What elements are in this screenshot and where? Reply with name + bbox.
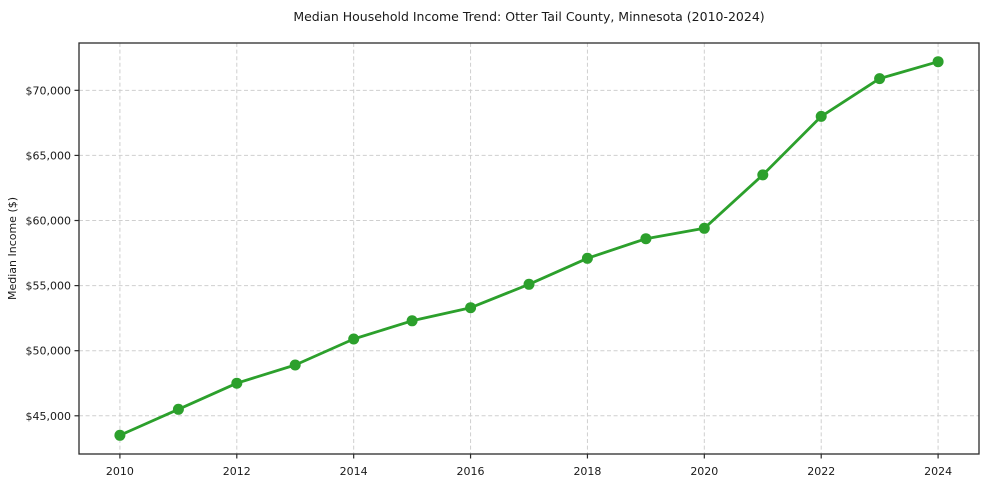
chart-title: Median Household Income Trend: Otter Tai…	[293, 9, 764, 24]
plot-border	[78, 42, 980, 455]
data-point-marker	[465, 302, 477, 314]
data-point-marker	[581, 252, 593, 264]
y-tick-label: $45,000	[26, 410, 72, 423]
tick-labels-layer: $45,000 $50,000 $55,000 $60,000 $65,000 $70,0…	[26, 84, 953, 478]
data-point-marker	[815, 110, 827, 122]
x-tick-label: 2014	[340, 465, 368, 478]
tick-marks-layer	[74, 89, 939, 459]
y-tick-label: $50,000	[26, 345, 72, 358]
y-tick-label: $70,000	[26, 84, 72, 97]
x-tick-label: 2010	[106, 465, 134, 478]
data-point-marker	[172, 403, 184, 415]
x-tick-label: 2018	[573, 465, 601, 478]
data-point-marker	[406, 315, 418, 327]
x-tick-label: 2012	[223, 465, 251, 478]
x-tick-label: 2020	[690, 465, 718, 478]
data-point-marker	[874, 73, 886, 85]
data-point-marker	[348, 333, 360, 345]
data-point-marker	[114, 429, 126, 441]
y-axis-label: Median Income ($)	[6, 197, 19, 300]
data-point-marker	[932, 56, 944, 68]
data-point-marker	[640, 233, 652, 245]
data-point-marker	[289, 359, 301, 371]
y-tick-label: $65,000	[26, 149, 72, 162]
trend-line	[118, 60, 940, 437]
y-tick-label: $60,000	[26, 215, 72, 228]
x-tick-label: 2022	[807, 465, 835, 478]
income-trend-series	[114, 56, 944, 441]
data-point-marker	[231, 377, 243, 389]
y-tick-label: $55,000	[26, 280, 72, 293]
x-tick-label: 2016	[457, 465, 485, 478]
data-point-marker	[757, 169, 769, 181]
x-tick-label: 2024	[924, 465, 952, 478]
data-point-marker	[698, 222, 710, 234]
data-point-marker	[523, 278, 535, 290]
